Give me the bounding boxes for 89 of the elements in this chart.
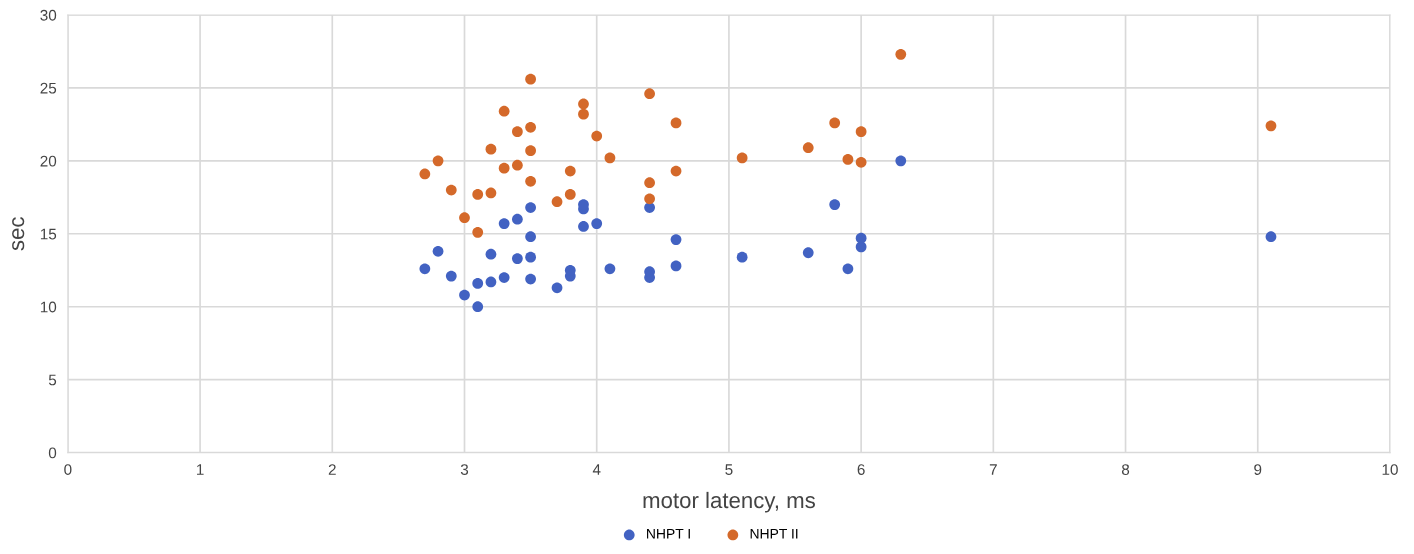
point — [604, 263, 616, 275]
point — [591, 130, 603, 142]
point — [564, 165, 576, 177]
x-tick-label: 9 — [1254, 464, 1262, 475]
point — [670, 165, 682, 177]
point — [525, 175, 536, 187]
x-tick-label: 4 — [592, 464, 601, 475]
point — [485, 187, 497, 199]
point — [736, 251, 748, 263]
x-tick-label: 5 — [725, 464, 733, 475]
point — [644, 193, 655, 205]
point — [512, 159, 523, 171]
x-tick-label: 1 — [197, 464, 204, 475]
point — [802, 247, 814, 259]
point — [578, 221, 589, 232]
point — [472, 278, 484, 289]
point — [1265, 120, 1277, 132]
point — [498, 105, 510, 117]
point — [432, 245, 444, 257]
x-tick-label: 0 — [64, 464, 72, 475]
point — [512, 213, 523, 225]
point — [842, 154, 854, 165]
point — [445, 184, 457, 196]
point — [644, 88, 655, 100]
point — [644, 177, 655, 189]
point — [485, 276, 497, 288]
x-tick-label: 6 — [857, 464, 865, 475]
y-tick-label: 0 — [48, 447, 57, 459]
point — [855, 126, 867, 138]
point — [498, 218, 510, 229]
point — [498, 272, 510, 283]
point — [895, 48, 907, 60]
point — [736, 152, 748, 164]
point — [525, 145, 536, 157]
point — [551, 282, 563, 294]
x-axis-title: motor latency, ms — [643, 491, 815, 513]
point — [842, 263, 854, 275]
point — [525, 73, 536, 85]
point — [432, 155, 444, 167]
point — [472, 301, 484, 313]
point — [419, 168, 431, 180]
point — [564, 189, 576, 200]
point — [419, 263, 431, 275]
point — [512, 253, 523, 264]
point — [670, 234, 682, 245]
y-tick-label: 15 — [40, 228, 57, 240]
point — [578, 98, 589, 110]
point — [485, 143, 497, 155]
x-tick-label: 3 — [460, 464, 469, 475]
point — [604, 152, 616, 164]
y-tick-label: 30 — [40, 9, 57, 21]
legend-label: NHPT II — [750, 529, 798, 539]
point — [670, 260, 682, 272]
legend-label: NHPT I — [647, 529, 690, 539]
point — [459, 212, 470, 224]
point — [525, 202, 536, 213]
point — [895, 155, 907, 167]
point — [445, 270, 457, 282]
point — [855, 156, 867, 168]
y-axis-title: sec — [12, 217, 25, 251]
point — [525, 121, 536, 133]
y-tick-label: 10 — [40, 301, 57, 313]
point — [525, 251, 536, 263]
x-tick-label: 7 — [989, 464, 997, 475]
point — [485, 248, 497, 260]
x-tick-label: 10 — [1382, 464, 1398, 475]
point — [802, 142, 814, 154]
point — [578, 108, 589, 120]
x-tick-label: 8 — [1121, 464, 1130, 475]
point — [512, 126, 523, 138]
point — [472, 226, 484, 238]
point — [644, 202, 655, 213]
point — [670, 117, 682, 129]
point — [829, 199, 841, 210]
y-tick-label: 5 — [48, 374, 57, 386]
point — [1265, 231, 1277, 243]
point — [459, 289, 470, 301]
point — [551, 196, 563, 208]
x-tick-label: 2 — [328, 464, 336, 475]
point — [525, 273, 536, 285]
point — [591, 218, 603, 229]
point — [829, 117, 841, 129]
point — [855, 241, 867, 253]
point — [855, 232, 867, 244]
point — [498, 162, 510, 174]
y-tick-label: 20 — [40, 155, 57, 167]
point — [525, 231, 536, 243]
y-tick-label: 25 — [40, 82, 57, 94]
point — [472, 189, 484, 200]
